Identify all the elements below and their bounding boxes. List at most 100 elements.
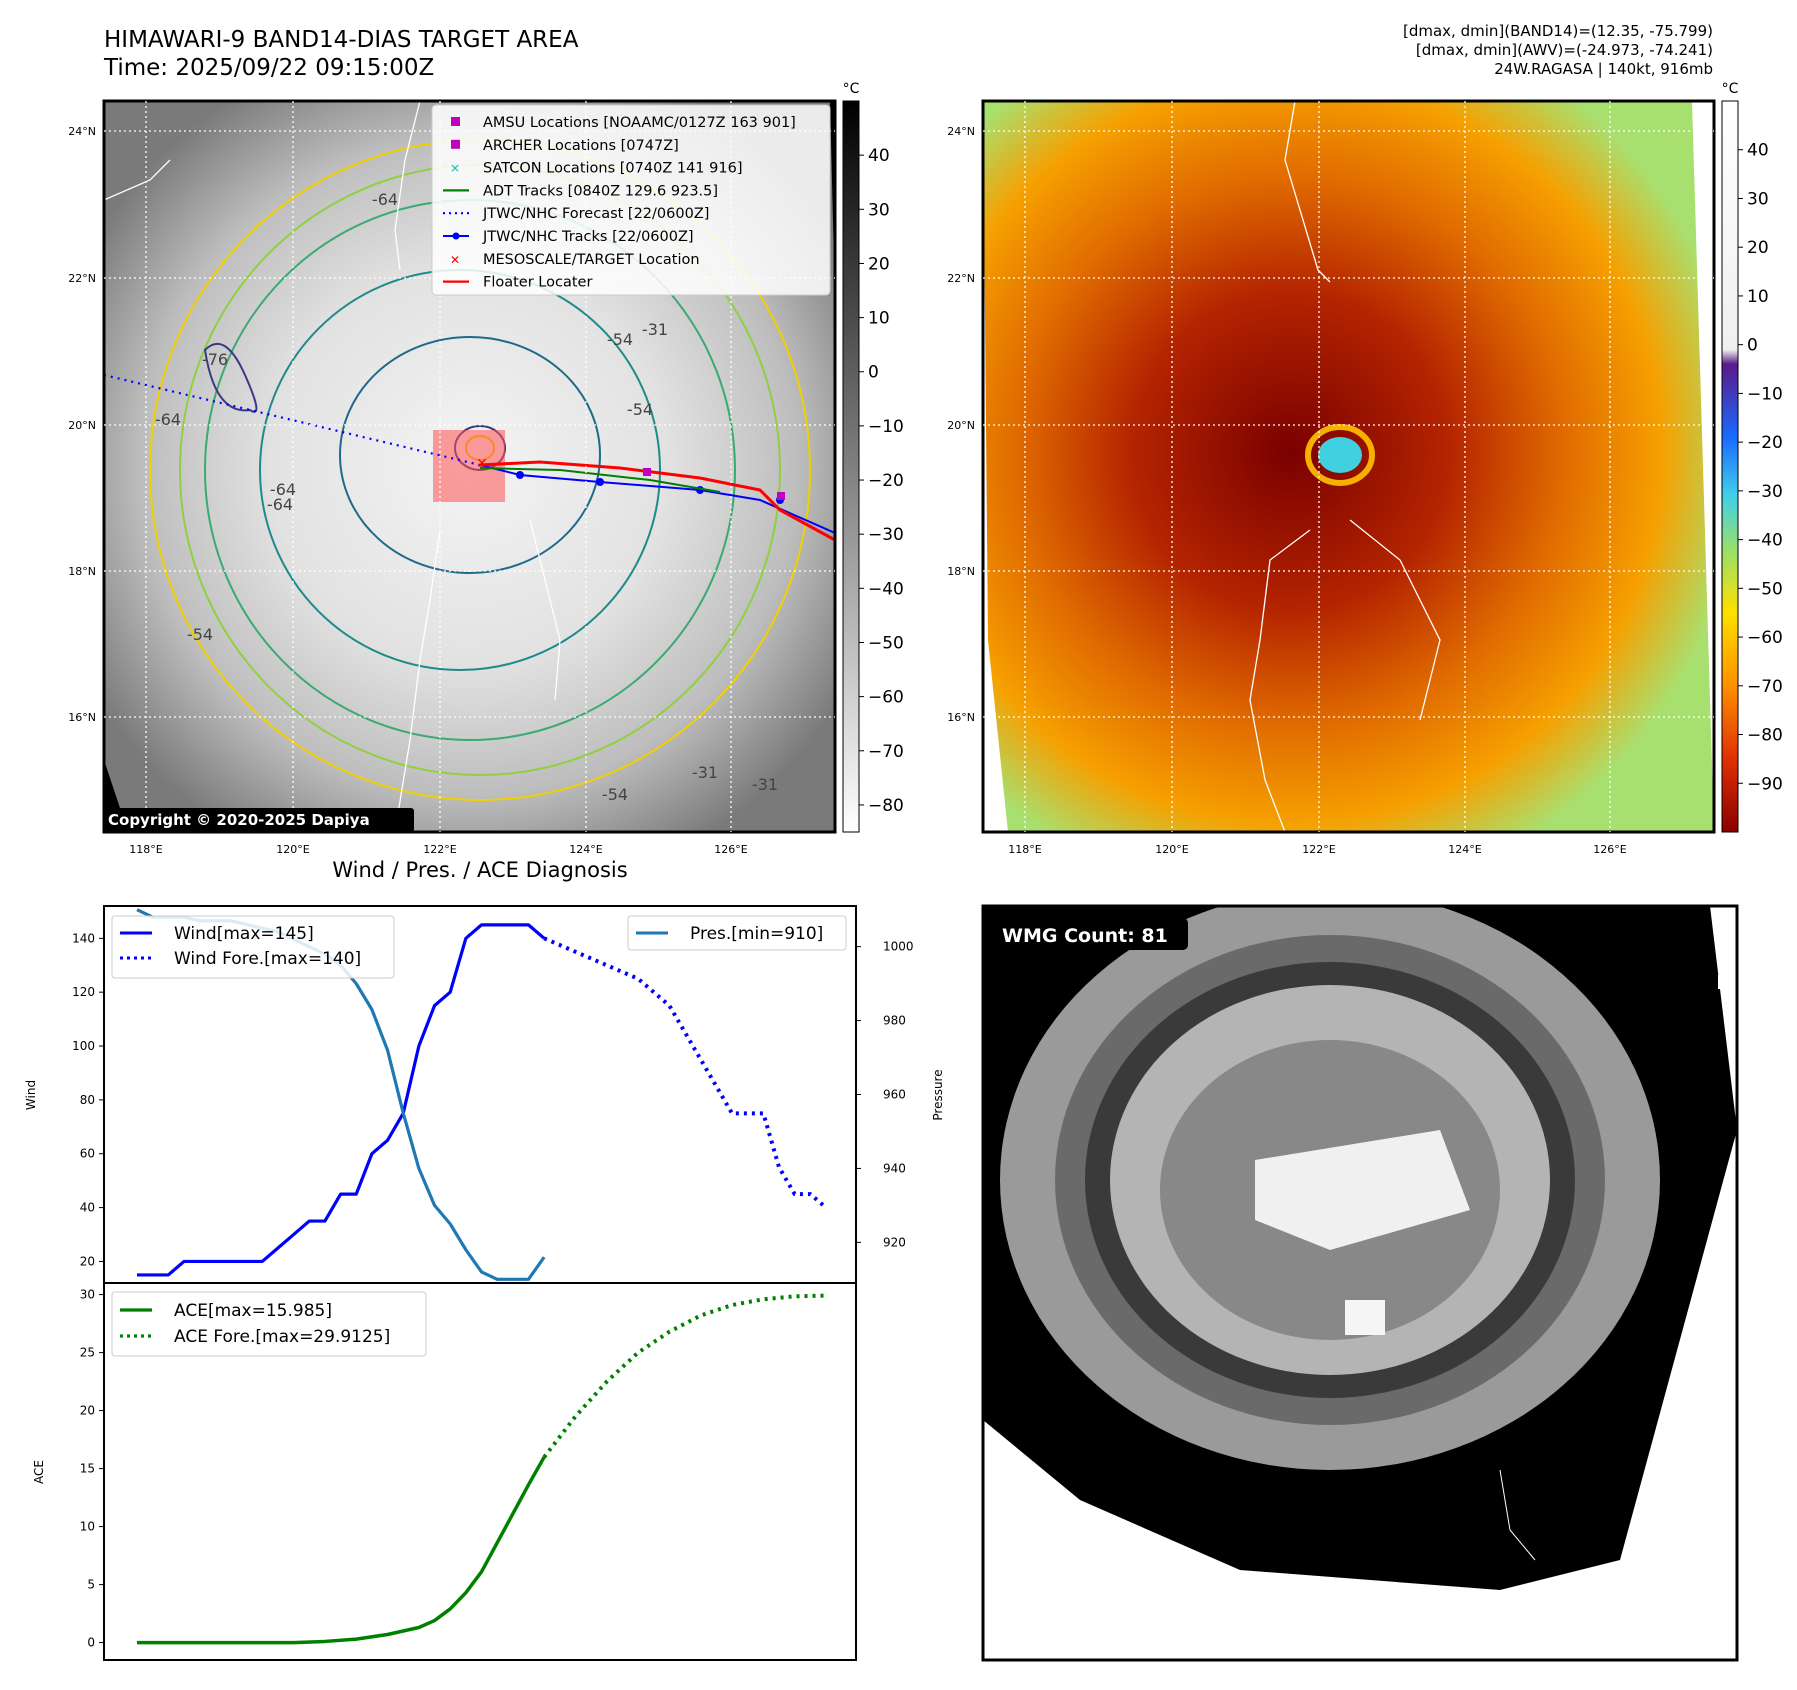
ace-tick-label: 20 [80,1404,95,1418]
wind-legend [111,915,395,979]
legend-label: JTWC/NHC Forecast [22/0600Z] [482,206,709,222]
ace-tick-label: 0 [87,1636,95,1650]
ace-tick-label: 10 [80,1520,95,1534]
colorbar-tick-label: 40 [868,146,890,166]
lon-tick-label: 118°E [1008,843,1041,856]
contour-label: -64 [372,190,398,209]
wind-axis-label: Wind [24,1080,38,1110]
colorbar-tick-label: 20 [1747,238,1769,258]
legend-label: Floater Locater [483,275,592,291]
colorbar-tick-label: 30 [868,200,890,220]
ir-map-right: 24°N 22°N 20°N 18°N 16°N 118°E 120°E 122°E 124°E… [947,81,1783,856]
map-ticks-left: 24°N 22°N 20°N 18°N 16°N 118°E 120°E 122°E 124°E… [68,125,748,856]
contour-label: -31 [752,775,778,794]
colorbar-right-ticks: 40 30 20 10 0 −10 −20 −30 −40 −50 −60 −70 −80 −90 [1738,141,1783,794]
info-line-1: [dmax, dmin](BAND14)=(12.35, -75.799) [1402,22,1713,40]
colorbar-tick-label: 40 [1747,141,1769,161]
legend-symbol: ✕ [450,162,460,176]
ace-series [137,1293,827,1645]
ace-legend: ACE[max=15.985] ACE Fore.[max=29.9125] [111,1291,427,1357]
lon-tick-label: 122°E [1302,843,1335,856]
contour-label: -64 [155,410,181,429]
colorbar-tick-label: −60 [868,688,904,708]
colorbar-tick-label: −10 [1747,384,1783,404]
wind-pressure-chart: 20 40 60 80 100 120 140 920 940 960 980 1000 Wind … [24,905,945,1284]
lon-tick-label: 120°E [1155,843,1188,856]
eye [1318,437,1362,473]
legend-label: JTWC/NHC Tracks [22/0600Z] [482,229,694,245]
legend-label: ADT Tracks [0840Z 129.6 923.5] [483,183,718,199]
lat-tick-label: 16°N [68,711,96,724]
info-line-2: [dmax, dmin](AWV)=(-24.973, -74.241) [1415,41,1713,59]
lat-tick-label: 20°N [947,419,975,432]
colorbar-tick-label: 0 [868,363,879,383]
pressure-axis-ticks: 920 940 960 980 1000 [856,940,914,1249]
colorbar-tick-label: −10 [868,417,904,437]
lon-tick-label: 124°E [569,843,602,856]
floater-box [433,430,505,502]
wind-tick-label: 20 [80,1254,95,1268]
ace-tick-label: 25 [80,1346,95,1360]
lon-tick-label: 122°E [423,843,456,856]
colorbar-tick-label: −70 [1747,677,1783,697]
archer-marker [643,468,651,476]
lon-tick-label: 120°E [276,843,309,856]
colorbar-tick-label: −80 [868,796,904,816]
title-line-1: HIMAWARI-9 BAND14-DIAS TARGET AREA [104,27,579,53]
legend-label: MESOSCALE/TARGET Location [483,252,700,268]
wind-pressure-legends: Wind[max=145] Wind Fore.[max=140] Pres.[mi… [111,915,847,979]
pressure-tick-label: 940 [883,1161,906,1175]
series-line [137,1456,546,1645]
colorbar-left-unit: °C [843,81,860,97]
contour-label: -54 [627,400,653,419]
coastlines [104,101,561,832]
colorbar-tick-label: −50 [868,633,904,653]
floater-track [479,460,835,542]
amsu-marker [777,492,785,500]
lon-tick-label: 126°E [1593,843,1626,856]
colorbar-tick-label: −40 [868,579,904,599]
pressure-axis-label: Pressure [931,1069,945,1120]
contour-label: -54 [607,330,633,349]
colorbar-tick-label: 10 [1747,287,1769,307]
wind-tick-label: 120 [72,985,95,999]
contour-label: -31 [692,763,718,782]
legend-label: Wind Fore.[max=140] [174,949,361,969]
lon-tick-label: 124°E [1448,843,1481,856]
wind-tick-label: 100 [72,1039,95,1053]
map-grid-right [983,101,1714,832]
jtwc-track [479,464,835,534]
colorbar-right [1721,100,1739,833]
colorbar-tick-label: −40 [1747,531,1783,551]
colorbar-right-unit: °C [1722,81,1739,97]
pressure-tick-label: 920 [883,1235,906,1249]
lon-tick-label: 126°E [714,843,747,856]
wind-tick-label: 60 [80,1147,95,1161]
colorbar-tick-label: −90 [1747,774,1783,794]
colorbar-left [842,100,860,833]
lat-tick-label: 24°N [68,125,96,138]
storm-info: [dmax, dmin](BAND14)=(12.35, -75.799) [d… [1403,22,1713,79]
lat-tick-label: 22°N [68,272,96,285]
colorbar-tick-label: −20 [1747,433,1783,453]
pressure-tick-label: 980 [883,1014,906,1028]
copyright: Copyright © 2020-2025 Dapiya [108,811,370,829]
lat-tick-label: 16°N [947,711,975,724]
colorbar-left-ticks: 40 30 20 10 0 −10 −20 −30 −40 −50 −60 −70 −80 [859,146,904,816]
lat-tick-label: 24°N [947,125,975,138]
wmg-panel: WMG Count: 81 [981,904,1739,1662]
legend-label: ACE Fore.[max=29.9125] [174,1327,390,1347]
ace-axis-label: ACE [32,1460,46,1484]
ace-legend-box [111,1291,427,1357]
figure-title: HIMAWARI-9 BAND14-DIAS TARGET AREA Time:… [104,26,578,82]
series-line [137,923,546,1277]
lat-tick-label: 20°N [68,419,96,432]
map-legend: AMSU Locations [NOAAMC/0127Z 163 901] ARC… [431,104,831,296]
series-line [542,1293,827,1459]
ace-chart: 0 5 10 15 20 25 30 ACE ACE[max=15.985] ACE Fore… [32,1282,857,1661]
colorbar-tick-label: −60 [1747,628,1783,648]
contour-label: -76 [202,350,228,369]
pressure-legend [627,915,847,951]
